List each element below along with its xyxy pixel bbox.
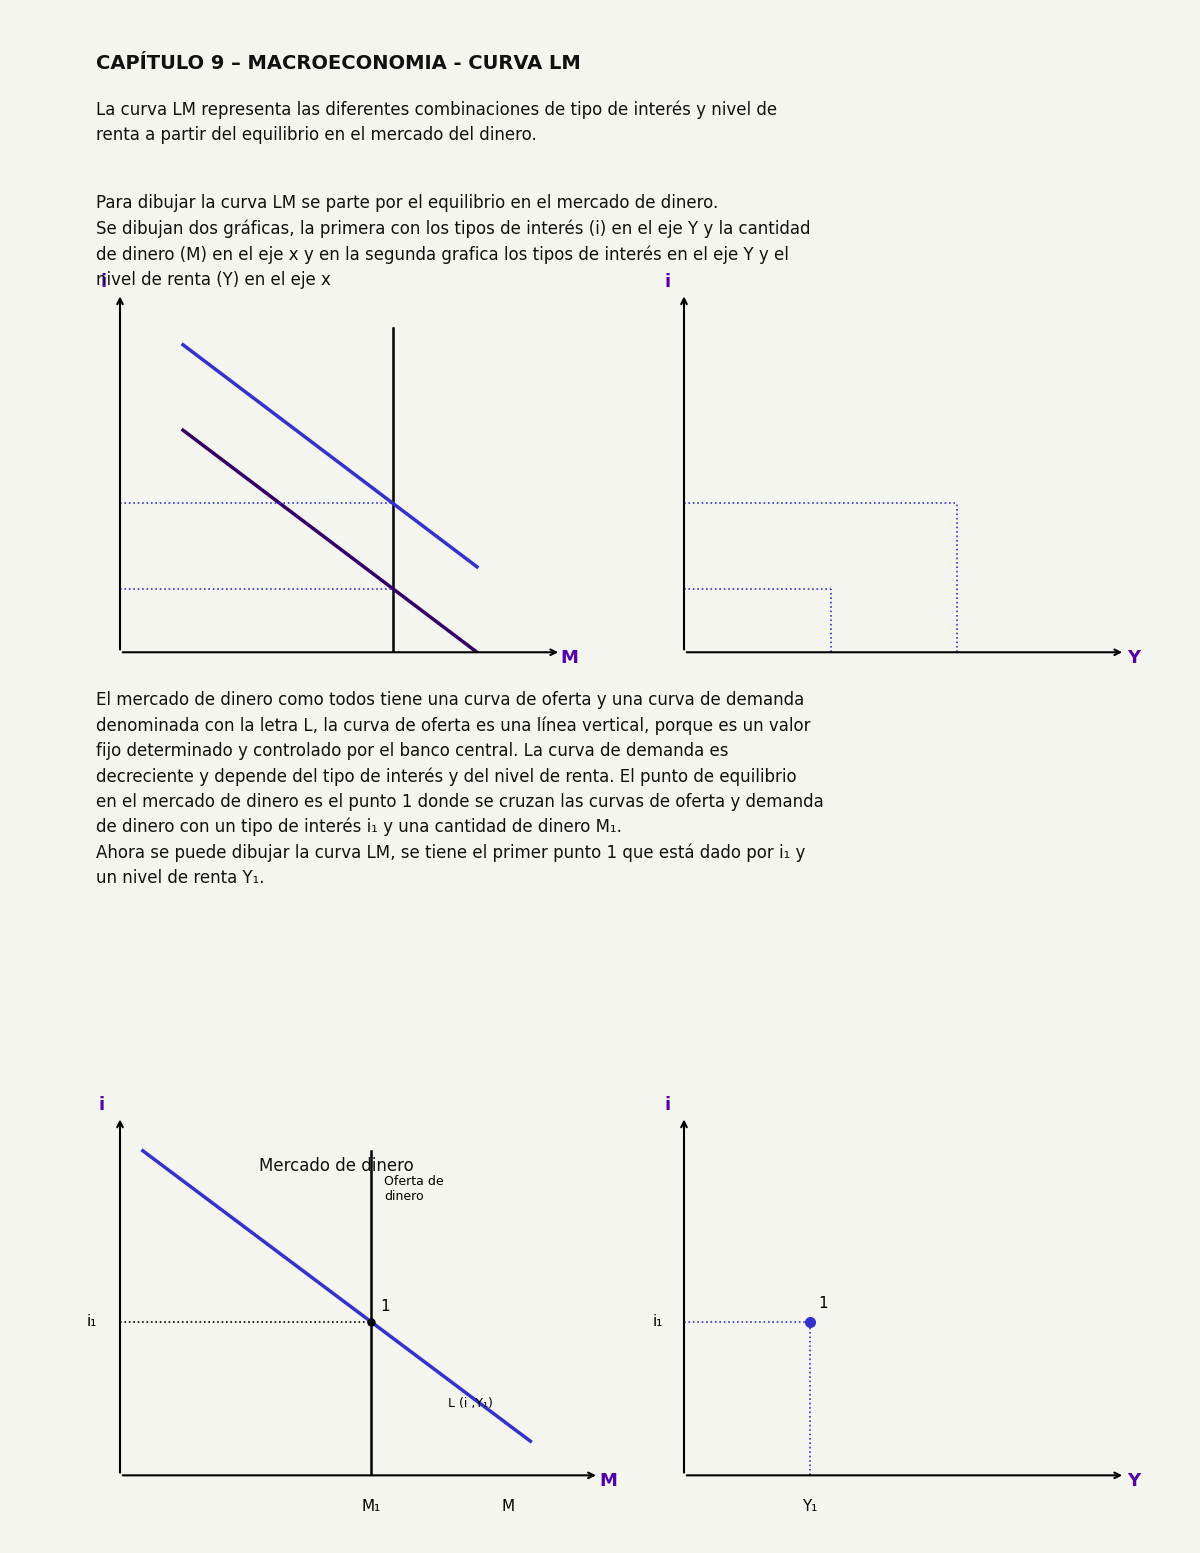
Text: M: M [560,649,578,666]
Text: Y₁: Y₁ [803,1499,817,1514]
Text: El mercado de dinero como todos tiene una curva de oferta y una curva de demanda: El mercado de dinero como todos tiene un… [96,691,823,887]
Text: M: M [502,1499,514,1514]
Text: Mercado de dinero: Mercado de dinero [259,1157,413,1176]
Text: 1: 1 [818,1295,828,1311]
Text: i: i [664,1096,671,1114]
Text: La curva LM representa las diferentes combinaciones de tipo de interés y nivel d: La curva LM representa las diferentes co… [96,101,778,144]
Text: Oferta de
dinero: Oferta de dinero [384,1174,444,1202]
Text: Y: Y [1127,1472,1140,1489]
Text: M₁: M₁ [361,1499,380,1514]
Text: i: i [664,273,671,290]
Text: M: M [599,1472,617,1489]
Text: i₁: i₁ [86,1314,97,1329]
Text: Para dibujar la curva LM se parte por el equilibrio en el mercado de dinero.
Se : Para dibujar la curva LM se parte por el… [96,194,810,289]
Text: L (i ,Y₁): L (i ,Y₁) [449,1398,493,1410]
Text: i: i [100,273,107,290]
Text: i₁: i₁ [653,1314,662,1329]
Text: Y: Y [1127,649,1140,666]
Text: CAPÍTULO 9 – MACROECONOMIA - CURVA LM: CAPÍTULO 9 – MACROECONOMIA - CURVA LM [96,54,581,73]
Text: 1: 1 [380,1300,390,1314]
Text: i: i [98,1096,104,1114]
